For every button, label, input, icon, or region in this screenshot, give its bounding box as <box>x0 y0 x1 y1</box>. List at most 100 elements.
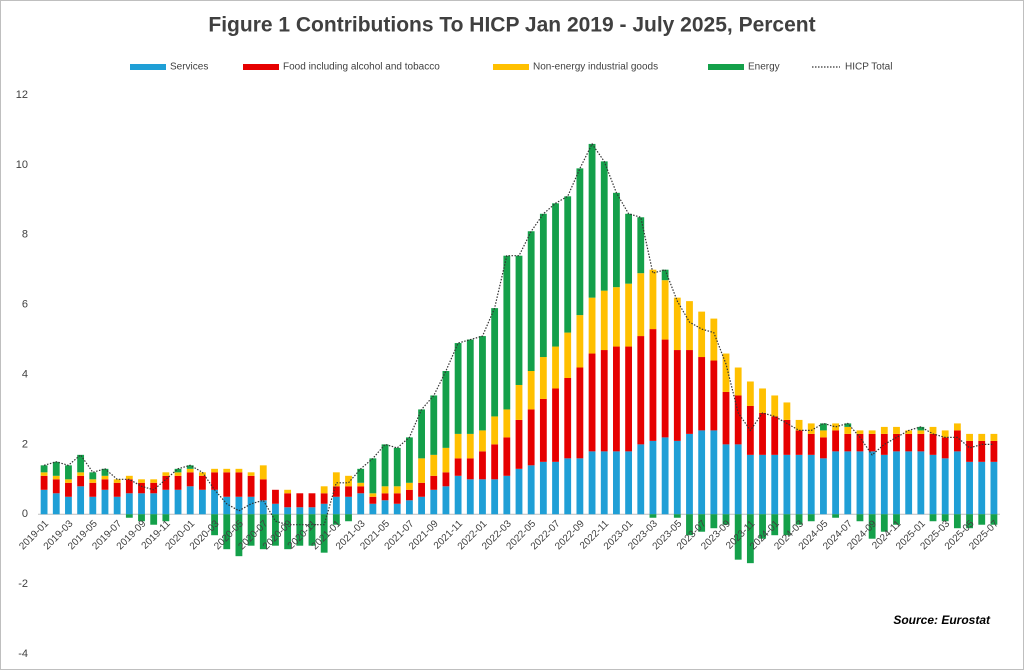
bar-segment <box>515 384 523 420</box>
bar-segment <box>369 458 377 494</box>
bar-segment <box>552 388 559 462</box>
legend-text: HICP Total <box>845 62 892 73</box>
bar-segment <box>686 301 693 351</box>
bar-segment <box>722 444 730 515</box>
bar-segment <box>832 451 840 515</box>
bar-segment <box>588 143 596 298</box>
bar-segment <box>941 430 949 438</box>
bar-segment <box>783 454 791 515</box>
bar-segment <box>710 360 718 431</box>
bar-segment <box>564 332 572 378</box>
bar-segment <box>357 468 365 483</box>
bar-segment <box>698 311 706 358</box>
bar-segment <box>393 493 401 504</box>
bar-segment <box>917 426 925 431</box>
bar-segment <box>150 479 158 483</box>
bar-segment <box>198 472 206 476</box>
bar-segment <box>223 514 231 550</box>
bar-segment <box>905 430 913 434</box>
bar-segment <box>125 475 133 480</box>
bar-segment <box>673 297 681 351</box>
bar-segment <box>746 381 754 406</box>
bar-segment <box>479 430 486 452</box>
bar-segment <box>198 475 206 490</box>
bar-segment <box>52 493 60 515</box>
bar-segment <box>759 514 766 539</box>
bar-segment <box>284 507 292 515</box>
bar-segment <box>698 514 706 532</box>
bar-segment <box>905 433 913 452</box>
bar-segment <box>369 493 377 497</box>
bar-segment <box>771 454 779 515</box>
bar-segment <box>430 454 438 476</box>
bar-segment <box>113 482 121 497</box>
bar-segment <box>405 482 413 490</box>
bar-segment <box>880 426 888 434</box>
bar-segment <box>856 433 864 452</box>
bar-segment <box>807 514 815 522</box>
bar-segment <box>576 168 584 316</box>
legend-swatch <box>493 64 529 70</box>
bar-segment <box>953 514 961 529</box>
bar-segment <box>600 451 608 515</box>
bar-segment <box>637 273 645 337</box>
bar-segment <box>150 493 158 515</box>
bar-segment <box>527 465 535 515</box>
bar-segment <box>101 468 109 476</box>
bar-segment <box>576 315 584 368</box>
bar-segment <box>673 440 681 515</box>
y-tick-label: 4 <box>22 368 28 380</box>
bar-segment <box>698 357 706 431</box>
bar-segment <box>308 507 316 515</box>
bar-segment <box>564 458 572 515</box>
bar-segment <box>138 479 145 483</box>
bar-segment <box>308 514 316 546</box>
bar-segment <box>381 500 389 515</box>
bar-segment <box>613 287 620 347</box>
y-tick-label: 2 <box>22 438 28 450</box>
bar-segment <box>320 514 328 553</box>
bar-segment <box>613 451 620 515</box>
bar-segment <box>259 514 267 550</box>
bar-segment <box>953 430 961 452</box>
bar-segment <box>332 514 340 525</box>
bar-segment <box>905 451 913 515</box>
bar-segment <box>235 496 243 515</box>
bar-segment <box>491 416 499 445</box>
bar-segment <box>783 419 791 455</box>
bar-segment <box>89 496 97 515</box>
legend-text: Food including alcohol and tobacco <box>283 62 440 73</box>
bar-segment <box>552 461 559 515</box>
bar-segment <box>673 514 681 518</box>
bar-segment <box>235 472 243 497</box>
bar-segment <box>320 503 328 515</box>
bar-segment <box>162 514 170 522</box>
bar-segment <box>259 500 267 515</box>
bar-segment <box>89 472 97 480</box>
bar-segment <box>844 423 852 427</box>
bar-segment <box>978 461 986 515</box>
bar-segment <box>332 472 340 487</box>
bar-segment <box>393 447 401 487</box>
bar-segment <box>113 496 121 515</box>
bar-segment <box>77 454 85 473</box>
bar-segment <box>759 412 766 455</box>
bar-segment <box>125 479 133 494</box>
bar-segment <box>405 500 413 515</box>
bar-segment <box>491 308 499 417</box>
bar-segment <box>442 371 450 448</box>
bar-segment <box>625 451 633 515</box>
bar-segment <box>564 377 572 459</box>
bar-segment <box>613 192 620 288</box>
bar-segment <box>113 479 121 483</box>
bar-segment <box>125 493 133 515</box>
bar-segment <box>722 514 730 525</box>
bar-segment <box>771 395 779 417</box>
bar-segment <box>722 391 730 445</box>
bar-segment <box>491 444 499 480</box>
bar-segment <box>101 475 109 480</box>
bar-segment <box>211 472 218 490</box>
bar-segment <box>868 433 876 452</box>
